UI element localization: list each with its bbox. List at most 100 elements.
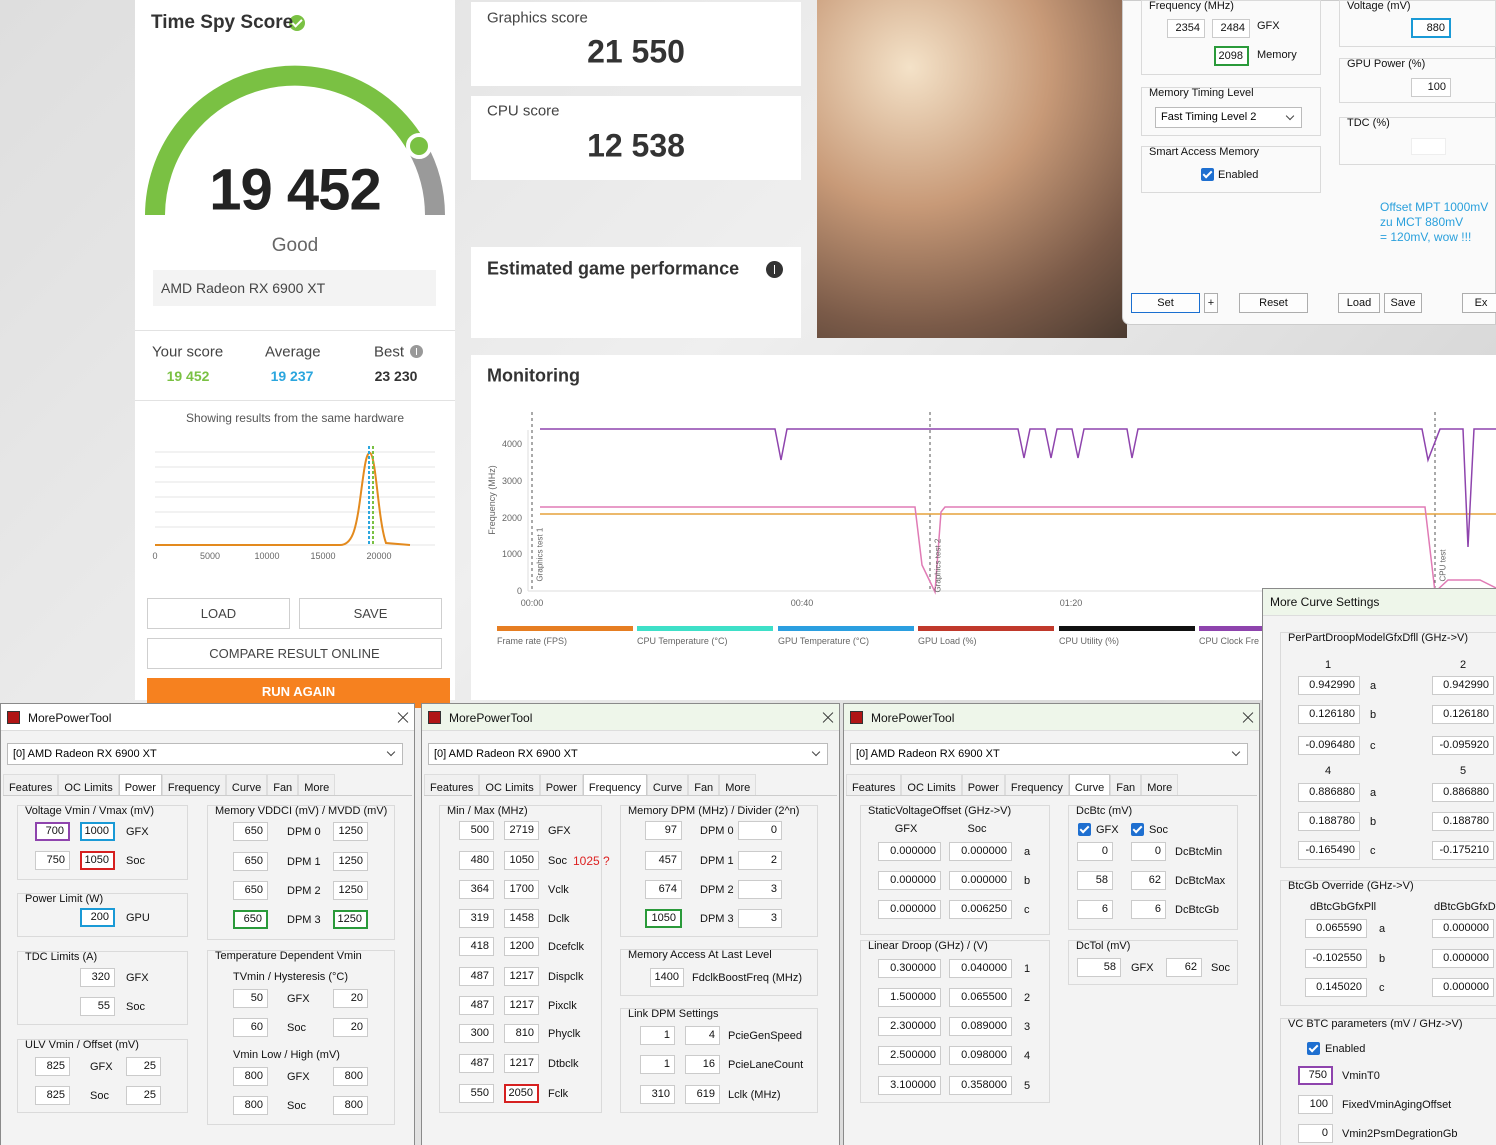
- input-field[interactable]: 619: [685, 1085, 720, 1104]
- tab[interactable]: Fan: [688, 774, 720, 795]
- input-field[interactable]: -0.102550: [1305, 949, 1367, 968]
- input-field[interactable]: 0: [1298, 1124, 1333, 1143]
- input-field[interactable]: 487: [459, 996, 494, 1015]
- input-field[interactable]: 0.942990: [1432, 676, 1494, 695]
- input-field[interactable]: 310: [640, 1085, 675, 1104]
- input-field[interactable]: 825: [35, 1086, 70, 1105]
- input-field[interactable]: 0.886880: [1432, 783, 1494, 802]
- input-field[interactable]: 2719: [504, 821, 539, 840]
- input-field[interactable]: 2.300000: [878, 1017, 941, 1036]
- input-field[interactable]: 97: [645, 821, 682, 840]
- input-field[interactable]: 0.065500: [949, 988, 1012, 1007]
- input-field[interactable]: 0.886880: [1298, 783, 1360, 802]
- input-field[interactable]: 0.065590: [1305, 919, 1367, 938]
- tab[interactable]: Fan: [267, 774, 299, 795]
- input-field[interactable]: 3.100000: [878, 1076, 941, 1095]
- tab[interactable]: Power: [118, 774, 162, 795]
- tab[interactable]: Power: [961, 774, 1005, 795]
- button[interactable]: SAVE: [299, 598, 442, 629]
- input-field[interactable]: 319: [459, 909, 494, 928]
- input-field[interactable]: 1217: [504, 996, 539, 1015]
- input-field[interactable]: 20: [333, 1018, 368, 1037]
- input-field[interactable]: 0.000000: [949, 842, 1012, 861]
- input-field[interactable]: 2098: [1214, 46, 1249, 66]
- input-field[interactable]: 0.040000: [949, 959, 1012, 978]
- input-field[interactable]: 320: [80, 968, 115, 987]
- input-field[interactable]: 650: [233, 910, 268, 929]
- input-field[interactable]: 1250: [333, 822, 368, 841]
- input-field[interactable]: 0.145020: [1305, 978, 1367, 997]
- input-field[interactable]: 3: [738, 880, 782, 899]
- close-button[interactable]: [397, 711, 409, 725]
- tab[interactable]: Curve: [1068, 774, 1111, 795]
- input-field[interactable]: 50: [233, 989, 268, 1008]
- input-field[interactable]: 0.000000: [878, 842, 941, 861]
- input-field[interactable]: 0.000000: [1432, 978, 1494, 997]
- checkbox[interactable]: [1131, 823, 1144, 836]
- input-field[interactable]: 1400: [650, 968, 684, 987]
- checkbox[interactable]: [1307, 1042, 1320, 1055]
- input-field[interactable]: 418: [459, 937, 494, 956]
- button[interactable]: Reset: [1239, 293, 1308, 313]
- input-field[interactable]: 60: [233, 1018, 268, 1037]
- input-field[interactable]: 674: [645, 880, 682, 899]
- button[interactable]: Ex: [1462, 293, 1496, 313]
- input-field[interactable]: 2354: [1167, 19, 1205, 38]
- input-field[interactable]: 0.000000: [878, 900, 941, 919]
- input-field[interactable]: 0.358000: [949, 1076, 1012, 1095]
- input-field[interactable]: 1: [640, 1055, 675, 1074]
- input-field[interactable]: 100: [1298, 1095, 1333, 1114]
- input-field[interactable]: 487: [459, 1054, 494, 1073]
- input-field[interactable]: 0.942990: [1298, 676, 1360, 695]
- tab[interactable]: Curve: [646, 774, 689, 795]
- dropdown[interactable]: [0] AMD Radeon RX 6900 XT: [428, 743, 828, 765]
- tab[interactable]: OC Limits: [58, 774, 119, 795]
- input-field[interactable]: 0.000000: [1432, 919, 1494, 938]
- close-button[interactable]: [822, 711, 834, 725]
- input-field[interactable]: 58: [1077, 958, 1121, 977]
- button[interactable]: LOAD: [147, 598, 290, 629]
- input-field[interactable]: 480: [459, 851, 494, 870]
- input-field[interactable]: 1050: [504, 851, 539, 870]
- input-field[interactable]: 800: [233, 1096, 268, 1115]
- input-field[interactable]: 25: [126, 1057, 161, 1076]
- input-field[interactable]: 0.000000: [949, 871, 1012, 890]
- input-field[interactable]: 6: [1077, 900, 1113, 919]
- tab[interactable]: Frequency: [582, 774, 647, 795]
- input-field[interactable]: 1700: [504, 880, 539, 899]
- input-field[interactable]: 750: [35, 851, 70, 870]
- input-field[interactable]: 1: [640, 1026, 675, 1045]
- input-field[interactable]: 810: [504, 1024, 539, 1043]
- input-field[interactable]: 800: [233, 1067, 268, 1086]
- input-field[interactable]: 1217: [504, 1054, 539, 1073]
- input-field[interactable]: 0.089000: [949, 1017, 1012, 1036]
- input-field[interactable]: -0.095920: [1432, 736, 1494, 755]
- tab[interactable]: Frequency: [161, 774, 226, 795]
- input-field[interactable]: [1411, 138, 1446, 155]
- input-field[interactable]: 550: [459, 1084, 494, 1103]
- button[interactable]: Set: [1131, 293, 1200, 313]
- input-field[interactable]: 0.188780: [1432, 812, 1494, 831]
- input-field[interactable]: 880: [1411, 18, 1451, 38]
- checkbox[interactable]: [1078, 823, 1091, 836]
- button[interactable]: Load: [1338, 293, 1380, 313]
- input-field[interactable]: 700: [35, 822, 70, 841]
- input-field[interactable]: 0.098000: [949, 1046, 1012, 1065]
- close-button[interactable]: [1242, 711, 1254, 725]
- input-field[interactable]: 1250: [333, 881, 368, 900]
- dropdown[interactable]: [0] AMD Radeon RX 6900 XT: [7, 743, 403, 765]
- input-field[interactable]: 800: [333, 1067, 368, 1086]
- input-field[interactable]: 300: [459, 1024, 494, 1043]
- input-field[interactable]: 0.126180: [1298, 705, 1360, 724]
- input-field[interactable]: 487: [459, 967, 494, 986]
- input-field[interactable]: -0.165490: [1298, 841, 1360, 860]
- dropdown[interactable]: Fast Timing Level 2: [1155, 107, 1302, 128]
- input-field[interactable]: 457: [645, 851, 682, 870]
- input-field[interactable]: 1000: [80, 822, 115, 841]
- input-field[interactable]: 825: [35, 1057, 70, 1076]
- input-field[interactable]: 1050: [645, 909, 682, 928]
- input-field[interactable]: 0: [738, 821, 782, 840]
- input-field[interactable]: 0.000000: [1432, 949, 1494, 968]
- input-field[interactable]: 0.006250: [949, 900, 1012, 919]
- input-field[interactable]: 2050: [504, 1084, 539, 1103]
